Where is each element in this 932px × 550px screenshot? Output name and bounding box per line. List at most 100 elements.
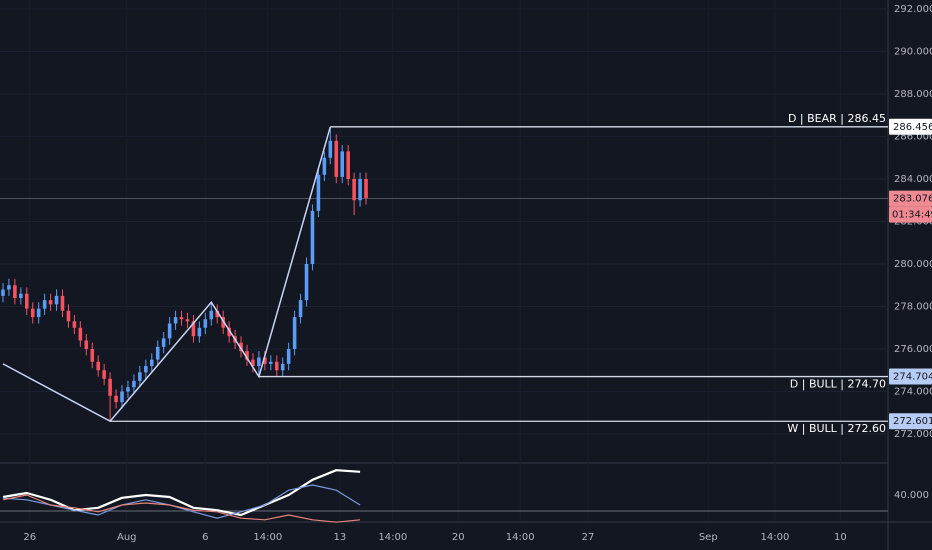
candle-body	[13, 285, 17, 298]
candle-body	[138, 372, 142, 381]
candle-body	[215, 310, 220, 318]
x-tick-label: 27	[582, 532, 595, 543]
indicator-tick-label: 40.000	[894, 490, 929, 501]
candle-body	[48, 300, 53, 305]
price-tag-label: 283.076	[893, 194, 932, 205]
candle-body	[167, 323, 172, 339]
price-tag-label: 272.601	[893, 416, 932, 427]
candle-body	[120, 391, 124, 403]
candle-body	[221, 317, 225, 328]
y-tick-label: 290.000	[894, 47, 932, 58]
candle-body	[132, 380, 136, 388]
candle-body	[149, 359, 154, 366]
candle-body	[203, 319, 208, 328]
candle-body	[209, 310, 214, 320]
candle-body	[179, 317, 184, 320]
y-tick-label: 276.000	[894, 344, 932, 355]
candle-body	[1, 289, 5, 296]
price-tag-label: 274.704	[893, 372, 932, 383]
y-tick-label: 284.000	[894, 174, 932, 185]
candle-body	[78, 327, 83, 341]
x-tick-label: 13	[333, 532, 346, 543]
level-label: W | BULL | 272.60	[787, 422, 886, 435]
candle-body	[155, 346, 160, 360]
candle-body	[298, 300, 303, 318]
candle-body	[84, 340, 89, 349]
candle-body	[364, 179, 368, 199]
candle-body	[346, 151, 350, 179]
candle-body	[316, 174, 321, 211]
candle-body	[126, 387, 130, 392]
candle-body	[102, 370, 106, 379]
zigzag-line	[2, 126, 332, 423]
candle-body	[352, 179, 356, 201]
countdown-tag	[889, 206, 932, 223]
candle-body	[328, 140, 333, 158]
candle-body	[54, 295, 59, 305]
x-tick-label: 14:00	[378, 532, 407, 543]
candle-body	[144, 366, 148, 373]
price-tag	[889, 368, 932, 385]
candle-body	[340, 151, 345, 177]
indicator-line	[2, 494, 361, 523]
level-label: D | BULL | 274.70	[790, 378, 886, 391]
candle-body	[358, 179, 362, 201]
candle-body	[251, 359, 255, 366]
x-tick-label: 26	[23, 532, 36, 543]
y-tick-label: 286.000	[894, 132, 932, 143]
candle-body	[90, 349, 95, 362]
candle-body	[292, 317, 297, 349]
candle-body	[191, 321, 196, 337]
candle-body	[161, 338, 166, 347]
candle-body	[173, 317, 178, 324]
x-tick-label: 14:00	[761, 532, 790, 543]
candle-body	[72, 321, 77, 328]
candle-body	[239, 342, 243, 352]
candle-body	[197, 327, 202, 337]
x-tick-label: 14:00	[506, 532, 535, 543]
countdown-label: 01:34:49	[892, 210, 932, 221]
candle-body	[310, 210, 315, 264]
candle-body	[7, 285, 11, 290]
candle-body	[322, 157, 327, 175]
x-tick-label: Aug	[117, 532, 137, 543]
price-tag	[889, 190, 932, 207]
x-tick-label: 20	[452, 532, 465, 543]
price-tag	[889, 118, 932, 135]
candle-body	[185, 319, 190, 322]
candle-body	[96, 361, 100, 371]
y-tick-label: 288.000	[894, 89, 932, 100]
y-tick-label: 278.000	[894, 302, 932, 313]
candle-body	[114, 395, 118, 403]
candle-body	[42, 300, 47, 309]
candle-body	[274, 361, 279, 371]
x-tick-label: Sep	[699, 532, 718, 543]
x-tick-label: 14:00	[253, 532, 282, 543]
candle-body	[263, 357, 267, 364]
candle-body	[24, 293, 29, 309]
candle-body	[304, 264, 309, 301]
x-tick-label: 10	[834, 532, 847, 543]
indicator-line	[2, 484, 361, 519]
y-tick-label: 274.000	[894, 387, 932, 398]
candle-body	[257, 357, 261, 366]
candle-body	[227, 327, 231, 337]
candle-body	[36, 308, 41, 318]
candle-body	[108, 378, 112, 396]
candle-body	[269, 361, 273, 364]
price-tag-label: 286.456	[893, 122, 932, 133]
x-tick-label: 6	[202, 532, 208, 543]
candle-body	[280, 363, 285, 371]
candle-body	[334, 140, 339, 177]
candle-body	[60, 295, 65, 311]
level-label: D | BEAR | 286.45	[788, 112, 886, 125]
candle-body	[286, 349, 291, 364]
y-tick-label: 292.000	[894, 4, 932, 15]
candle-body	[66, 310, 71, 322]
candle-body	[30, 308, 35, 318]
candle-body	[245, 351, 249, 360]
candle-body	[19, 293, 23, 298]
y-tick-label: 280.000	[894, 259, 932, 270]
